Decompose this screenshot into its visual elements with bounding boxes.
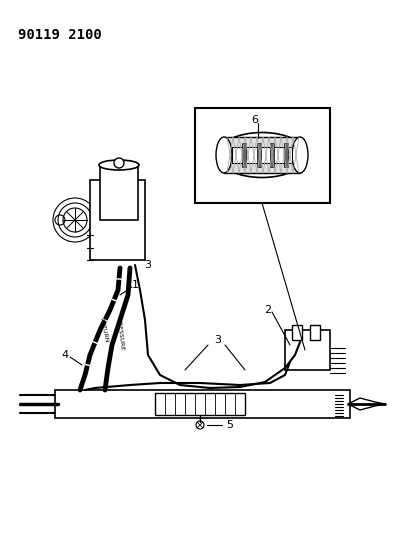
Ellipse shape [99,160,139,170]
Text: 5: 5 [227,420,233,430]
Bar [232,147,292,163]
Bar [242,143,246,167]
FancyBboxPatch shape [90,180,145,260]
Text: 6: 6 [251,115,259,125]
Text: RETURN: RETURN [98,317,108,343]
Polygon shape [348,398,385,410]
Bar [155,393,245,415]
Bar [310,325,320,340]
Text: 90119 2100: 90119 2100 [18,28,102,42]
FancyBboxPatch shape [195,108,330,203]
Bar [285,330,330,370]
Bar [257,143,261,167]
Text: 1: 1 [132,280,138,290]
Bar [292,325,302,340]
Text: 3: 3 [215,335,221,345]
Bar [270,143,274,167]
FancyBboxPatch shape [224,137,300,173]
Bar [284,143,288,167]
Text: 4: 4 [61,350,69,360]
Bar [100,165,138,220]
Circle shape [114,158,124,168]
Text: 2: 2 [265,305,272,315]
Text: 3: 3 [144,260,152,270]
Ellipse shape [216,137,232,173]
Ellipse shape [292,137,308,173]
Bar [55,390,350,418]
Text: PRESSURE: PRESSURE [116,319,124,351]
